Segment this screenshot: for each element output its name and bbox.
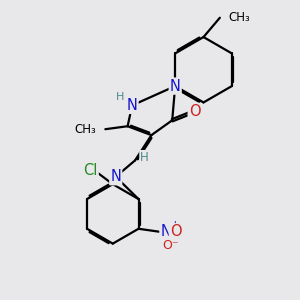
Text: +: +	[170, 220, 179, 230]
Text: O⁻: O⁻	[162, 238, 179, 252]
Text: CH₃: CH₃	[75, 123, 96, 136]
Text: Cl: Cl	[83, 163, 98, 178]
Text: O: O	[189, 104, 200, 119]
Text: N: N	[170, 79, 181, 94]
Text: N: N	[127, 98, 137, 113]
Text: H: H	[140, 151, 149, 164]
Text: H: H	[116, 92, 124, 102]
Text: CH₃: CH₃	[229, 11, 250, 24]
Text: N: N	[160, 224, 171, 239]
Text: N: N	[110, 169, 121, 184]
Text: O: O	[170, 224, 182, 239]
